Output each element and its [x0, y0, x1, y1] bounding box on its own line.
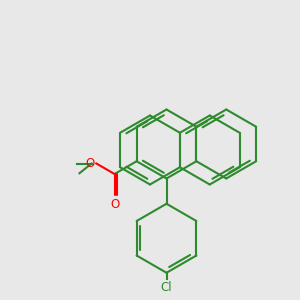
Text: Cl: Cl — [161, 281, 172, 294]
Text: O: O — [85, 157, 95, 170]
Text: O: O — [110, 198, 119, 211]
